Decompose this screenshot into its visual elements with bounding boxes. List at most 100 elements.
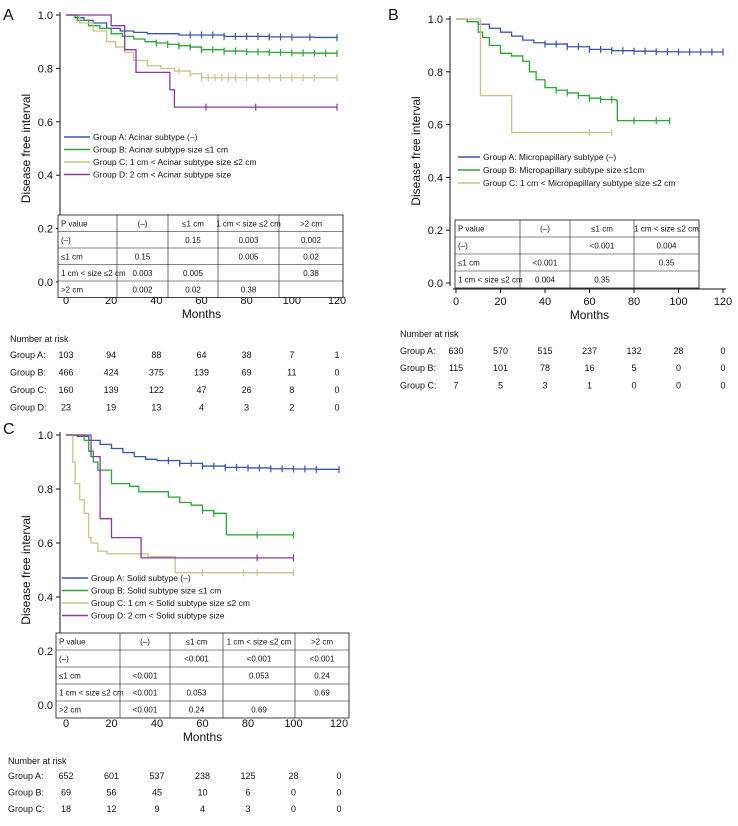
table-cell: >2 cm [300, 219, 322, 228]
legend-label: Group D: 2 cm < Acinar subtype size [93, 170, 231, 180]
km-chart-b: B0.00.20.40.60.81.00 20 40 60 80 100 120Diseas… [388, 7, 732, 390]
table-cell: (–) [59, 655, 69, 664]
table-cell: P value [458, 225, 485, 234]
y-tick-label: 0.6 [428, 120, 443, 132]
table-cell: 1 cm < size ≤2 cm [634, 225, 699, 234]
risk-value: 45 [152, 788, 162, 798]
table-cell: >2 cm [59, 706, 81, 715]
risk-group-label: Group A: [400, 346, 436, 356]
risk-value: 16 [584, 363, 594, 373]
legend-label: Group B: Micropapillary subtype size ≤1c… [483, 165, 645, 175]
risk-value: 0 [720, 380, 725, 390]
risk-value: 515 [537, 346, 552, 356]
table-cell: 1 cm < size ≤2 cm [216, 219, 281, 228]
panel-c: C 0.0 0.2 0.4 0.6 0.8 1.0 0 20 40 60 80 100 120 Diseas… [0, 418, 370, 826]
legend-label: Group C: 1 cm < Micropapillary subtype s… [483, 178, 675, 188]
risk-title: Number at risk [400, 329, 459, 339]
y-tick-label: 0.2 [38, 224, 53, 236]
table-cell: <0.001 [133, 672, 158, 681]
x-tick-label: 0 [63, 295, 69, 307]
y-tick-label: 0.0 [428, 278, 443, 290]
table-cell: <0.001 [533, 259, 558, 268]
y-tick-label: 0.0 [38, 700, 53, 712]
table-cell: <0.001 [133, 689, 158, 698]
table-cell: 0.69 [251, 706, 267, 715]
risk-value: 3 [542, 380, 547, 390]
risk-value: 238 [195, 771, 210, 781]
risk-value: 0 [334, 385, 339, 395]
panel-b: B 0.0 0.2 0.4 0.6 0.8 1.0 0 20 40 60 80 100 120 Diseas… [385, 0, 738, 412]
risk-value: 0 [676, 380, 681, 390]
y-tick-label: 0.4 [38, 592, 53, 604]
table-cell: <0.001 [133, 706, 158, 715]
table-cell: <0.001 [184, 655, 209, 664]
km-curve-group-c [456, 18, 612, 134]
risk-value: 537 [149, 771, 164, 781]
risk-value: 69 [61, 788, 71, 798]
x-axis-label: Months [182, 307, 221, 321]
x-tick-label: 20 [494, 296, 506, 308]
table-cell: 0.24 [189, 706, 205, 715]
table-cell: <0.001 [247, 655, 272, 664]
x-tick-label: 100 [284, 718, 302, 730]
table-cell: (–) [458, 242, 468, 251]
table-cell: ≤1 cm [458, 259, 480, 268]
risk-value: 0 [291, 788, 296, 798]
panel-letter: A [3, 7, 14, 24]
risk-value: 11 [287, 368, 296, 378]
risk-value: 0 [336, 804, 341, 814]
table-cell: ≤1 cm [591, 225, 613, 234]
x-tick-label: 80 [628, 296, 640, 308]
pvalue-table [57, 214, 344, 298]
risk-value: 3 [245, 804, 250, 814]
risk-value: 125 [240, 771, 255, 781]
risk-value: 0 [336, 788, 341, 798]
risk-value: 28 [673, 346, 683, 356]
risk-value: 652 [58, 771, 73, 781]
risk-value: 375 [149, 368, 164, 378]
risk-value: 8 [289, 385, 294, 395]
table-cell: 0.02 [185, 285, 201, 294]
x-axis-label: Months [183, 730, 222, 744]
table-cell: (–) [140, 638, 150, 647]
risk-group-label: Group B: [400, 363, 436, 373]
risk-value: 466 [58, 368, 73, 378]
y-axis-label: Disease free interval [19, 94, 33, 203]
risk-value: 0 [720, 346, 725, 356]
y-axis-label: Disease free interval [19, 515, 33, 624]
table-cell: P value [59, 638, 86, 647]
y-tick-label: 0.4 [428, 172, 443, 184]
risk-value: 101 [493, 363, 508, 373]
risk-value: 122 [149, 385, 164, 395]
table-cell: 0.002 [132, 285, 153, 294]
y-axis-label: Disease free interval [409, 96, 423, 205]
y-tick-label: 0.8 [428, 67, 443, 79]
legend-label: Group D: 2 cm < Solid subtype size [91, 611, 225, 621]
table-cell: 0.02 [303, 252, 319, 261]
risk-value: 7 [453, 380, 458, 390]
table-cell: 0.053 [186, 689, 207, 698]
table-cell: 0.002 [301, 236, 322, 245]
x-tick-label: 60 [195, 295, 207, 307]
table-cell: 0.15 [185, 236, 201, 245]
km-curve-group-c [66, 434, 294, 574]
risk-value: 0 [720, 363, 725, 373]
risk-value: 5 [498, 380, 503, 390]
risk-group-label: Group B: [10, 368, 46, 378]
y-tick-label: 0.2 [428, 225, 443, 237]
risk-value: 3 [244, 403, 249, 413]
risk-value: 0 [334, 368, 339, 378]
table-cell: (–) [61, 236, 71, 245]
table-cell: ≤1 cm [59, 672, 81, 681]
table-cell: >2 cm [61, 285, 83, 294]
risk-value: 103 [58, 350, 73, 360]
table-cell: 0.35 [594, 276, 610, 285]
pvalue-table [55, 632, 350, 719]
x-tick-label: 20 [105, 718, 117, 730]
table-cell: 0.24 [314, 672, 330, 681]
y-tick-label: 1.0 [38, 430, 53, 442]
risk-value: 56 [106, 788, 116, 798]
panel-a: A 0.0 0.2 0.4 0.6 0.8 1.0 0 20 40 60 80 100 120 Diseas… [0, 0, 370, 413]
risk-value: 0 [334, 403, 339, 413]
table-cell: 0.38 [241, 285, 257, 294]
